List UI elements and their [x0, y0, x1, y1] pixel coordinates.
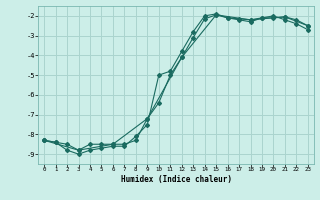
- X-axis label: Humidex (Indice chaleur): Humidex (Indice chaleur): [121, 175, 231, 184]
